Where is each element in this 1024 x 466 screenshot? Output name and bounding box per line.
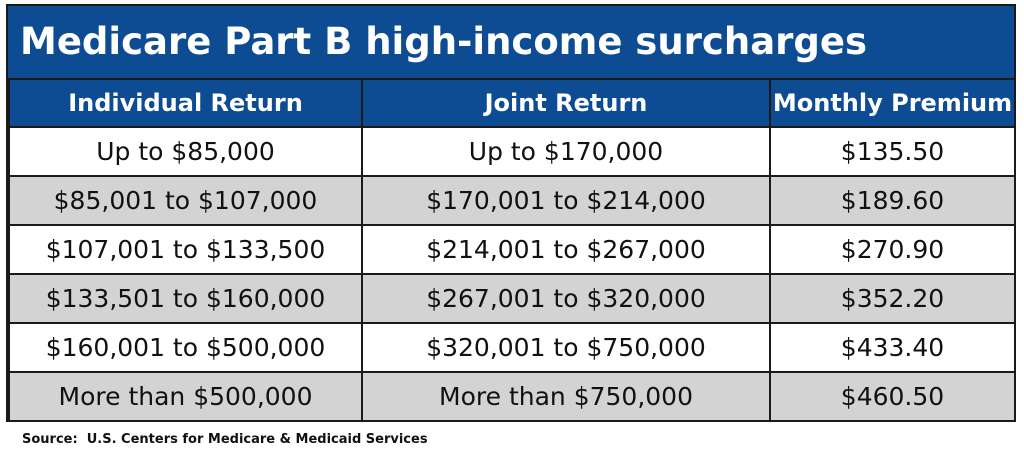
- monthly-premium-cell: $352.20: [769, 273, 1016, 324]
- surcharge-table: Individual Return Joint Return Monthly P…: [8, 78, 1016, 422]
- joint-return-cell: $267,001 to $320,000: [361, 273, 771, 324]
- table-row: $107,001 to $133,500 $214,001 to $267,00…: [8, 224, 1016, 275]
- joint-return-cell: Up to $170,000: [361, 126, 771, 177]
- source-note: Source: U.S. Centers for Medicare & Medi…: [22, 432, 428, 447]
- header-row: Individual Return Joint Return Monthly P…: [8, 78, 1016, 128]
- monthly-premium-cell: $135.50: [769, 126, 1016, 177]
- individual-return-cell: Up to $85,000: [8, 126, 363, 177]
- joint-return-cell: $214,001 to $267,000: [361, 224, 771, 275]
- column-header-individual-return: Individual Return: [8, 78, 363, 128]
- individual-return-cell: More than $500,000: [8, 371, 363, 422]
- page-title: Medicare Part B high-income surcharges: [8, 6, 1014, 78]
- table-row: $133,501 to $160,000 $267,001 to $320,00…: [8, 273, 1016, 324]
- joint-return-cell: $320,001 to $750,000: [361, 322, 771, 373]
- monthly-premium-cell: $460.50: [769, 371, 1016, 422]
- table-row: $160,001 to $500,000 $320,001 to $750,00…: [8, 322, 1016, 373]
- individual-return-cell: $107,001 to $133,500: [8, 224, 363, 275]
- table-row: More than $500,000 More than $750,000 $4…: [8, 371, 1016, 422]
- monthly-premium-cell: $433.40: [769, 322, 1016, 373]
- monthly-premium-cell: $189.60: [769, 175, 1016, 226]
- monthly-premium-cell: $270.90: [769, 224, 1016, 275]
- column-header-joint-return: Joint Return: [361, 78, 771, 128]
- table-row: Up to $85,000 Up to $170,000 $135.50: [8, 126, 1016, 177]
- individual-return-cell: $85,001 to $107,000: [8, 175, 363, 226]
- individual-return-cell: $160,001 to $500,000: [8, 322, 363, 373]
- joint-return-cell: $170,001 to $214,000: [361, 175, 771, 226]
- individual-return-cell: $133,501 to $160,000: [8, 273, 363, 324]
- joint-return-cell: More than $750,000: [361, 371, 771, 422]
- table-row: $85,001 to $107,000 $170,001 to $214,000…: [8, 175, 1016, 226]
- table-frame: Medicare Part B high-income surcharges I…: [6, 4, 1016, 422]
- column-header-monthly-premium: Monthly Premium: [769, 78, 1016, 128]
